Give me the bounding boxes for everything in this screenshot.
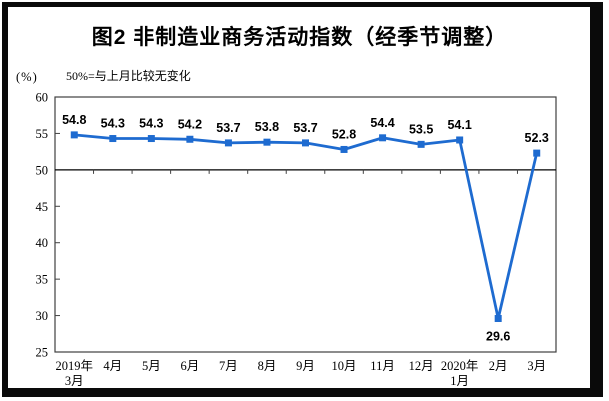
plot-border — [54, 96, 557, 353]
data-label: 52.3 — [525, 131, 549, 145]
y-axis-unit-label: (%) — [16, 70, 38, 84]
x-axis-label: 3月 — [527, 359, 546, 373]
x-axis-label: 10月 — [332, 359, 357, 373]
data-marker — [186, 135, 194, 143]
x-axis-label: 4月 — [103, 359, 122, 373]
data-marker — [109, 135, 117, 143]
data-label: 53.8 — [255, 120, 279, 134]
data-marker — [147, 135, 155, 143]
data-marker — [224, 139, 232, 147]
x-axis-label: 6月 — [181, 359, 200, 373]
x-axis-label: 8月 — [258, 359, 277, 373]
data-label: 53.5 — [409, 122, 433, 136]
line-series — [72, 133, 539, 320]
y-axis-label: 35 — [36, 273, 49, 287]
data-marker — [302, 139, 309, 147]
data-label: 29.6 — [486, 329, 510, 343]
y-axis-label: 40 — [36, 236, 49, 250]
x-axis-label: 2020年 — [441, 359, 479, 373]
x-axis-label: 1月 — [450, 374, 469, 388]
data-marker — [70, 131, 78, 139]
y-axis-label: 30 — [36, 309, 49, 323]
y-axis-label: 55 — [36, 127, 49, 141]
data-marker — [340, 145, 348, 153]
data-label: 52.8 — [332, 127, 356, 141]
y-axis-label: 60 — [36, 91, 49, 105]
data-label: 54.1 — [447, 118, 471, 132]
x-axis-label: 9月 — [296, 359, 315, 373]
data-marker — [494, 314, 502, 322]
data-label: 53.7 — [293, 121, 317, 135]
y-axis-label: 45 — [36, 200, 49, 214]
x-axis-label: 12月 — [409, 359, 434, 373]
y-axis-label: 50 — [36, 163, 49, 177]
data-label: 54.8 — [62, 113, 86, 127]
data-label: 54.3 — [139, 117, 163, 131]
data-marker — [379, 134, 387, 142]
x-axis-label: 5月 — [142, 359, 161, 373]
y-axis-label: 25 — [36, 346, 49, 360]
data-marker — [456, 136, 464, 144]
data-label: 53.7 — [216, 121, 240, 135]
x-axis-label: 11月 — [370, 359, 395, 373]
data-label: 54.4 — [370, 116, 394, 130]
x-axis-label: 2019年 — [56, 359, 94, 373]
data-label: 54.2 — [178, 117, 202, 131]
data-marker — [533, 149, 541, 157]
reference-note: 50%=与上月比较无变化 — [66, 69, 191, 83]
data-label: 54.3 — [101, 117, 125, 131]
chart-title: 图2 非制造业商务活动指数（经季节调整） — [91, 26, 508, 49]
x-axis-label: 7月 — [219, 359, 238, 373]
data-marker — [417, 140, 425, 148]
x-axis-label: 3月 — [65, 374, 84, 388]
data-marker — [263, 138, 271, 146]
x-axis-label: 2月 — [489, 359, 508, 373]
